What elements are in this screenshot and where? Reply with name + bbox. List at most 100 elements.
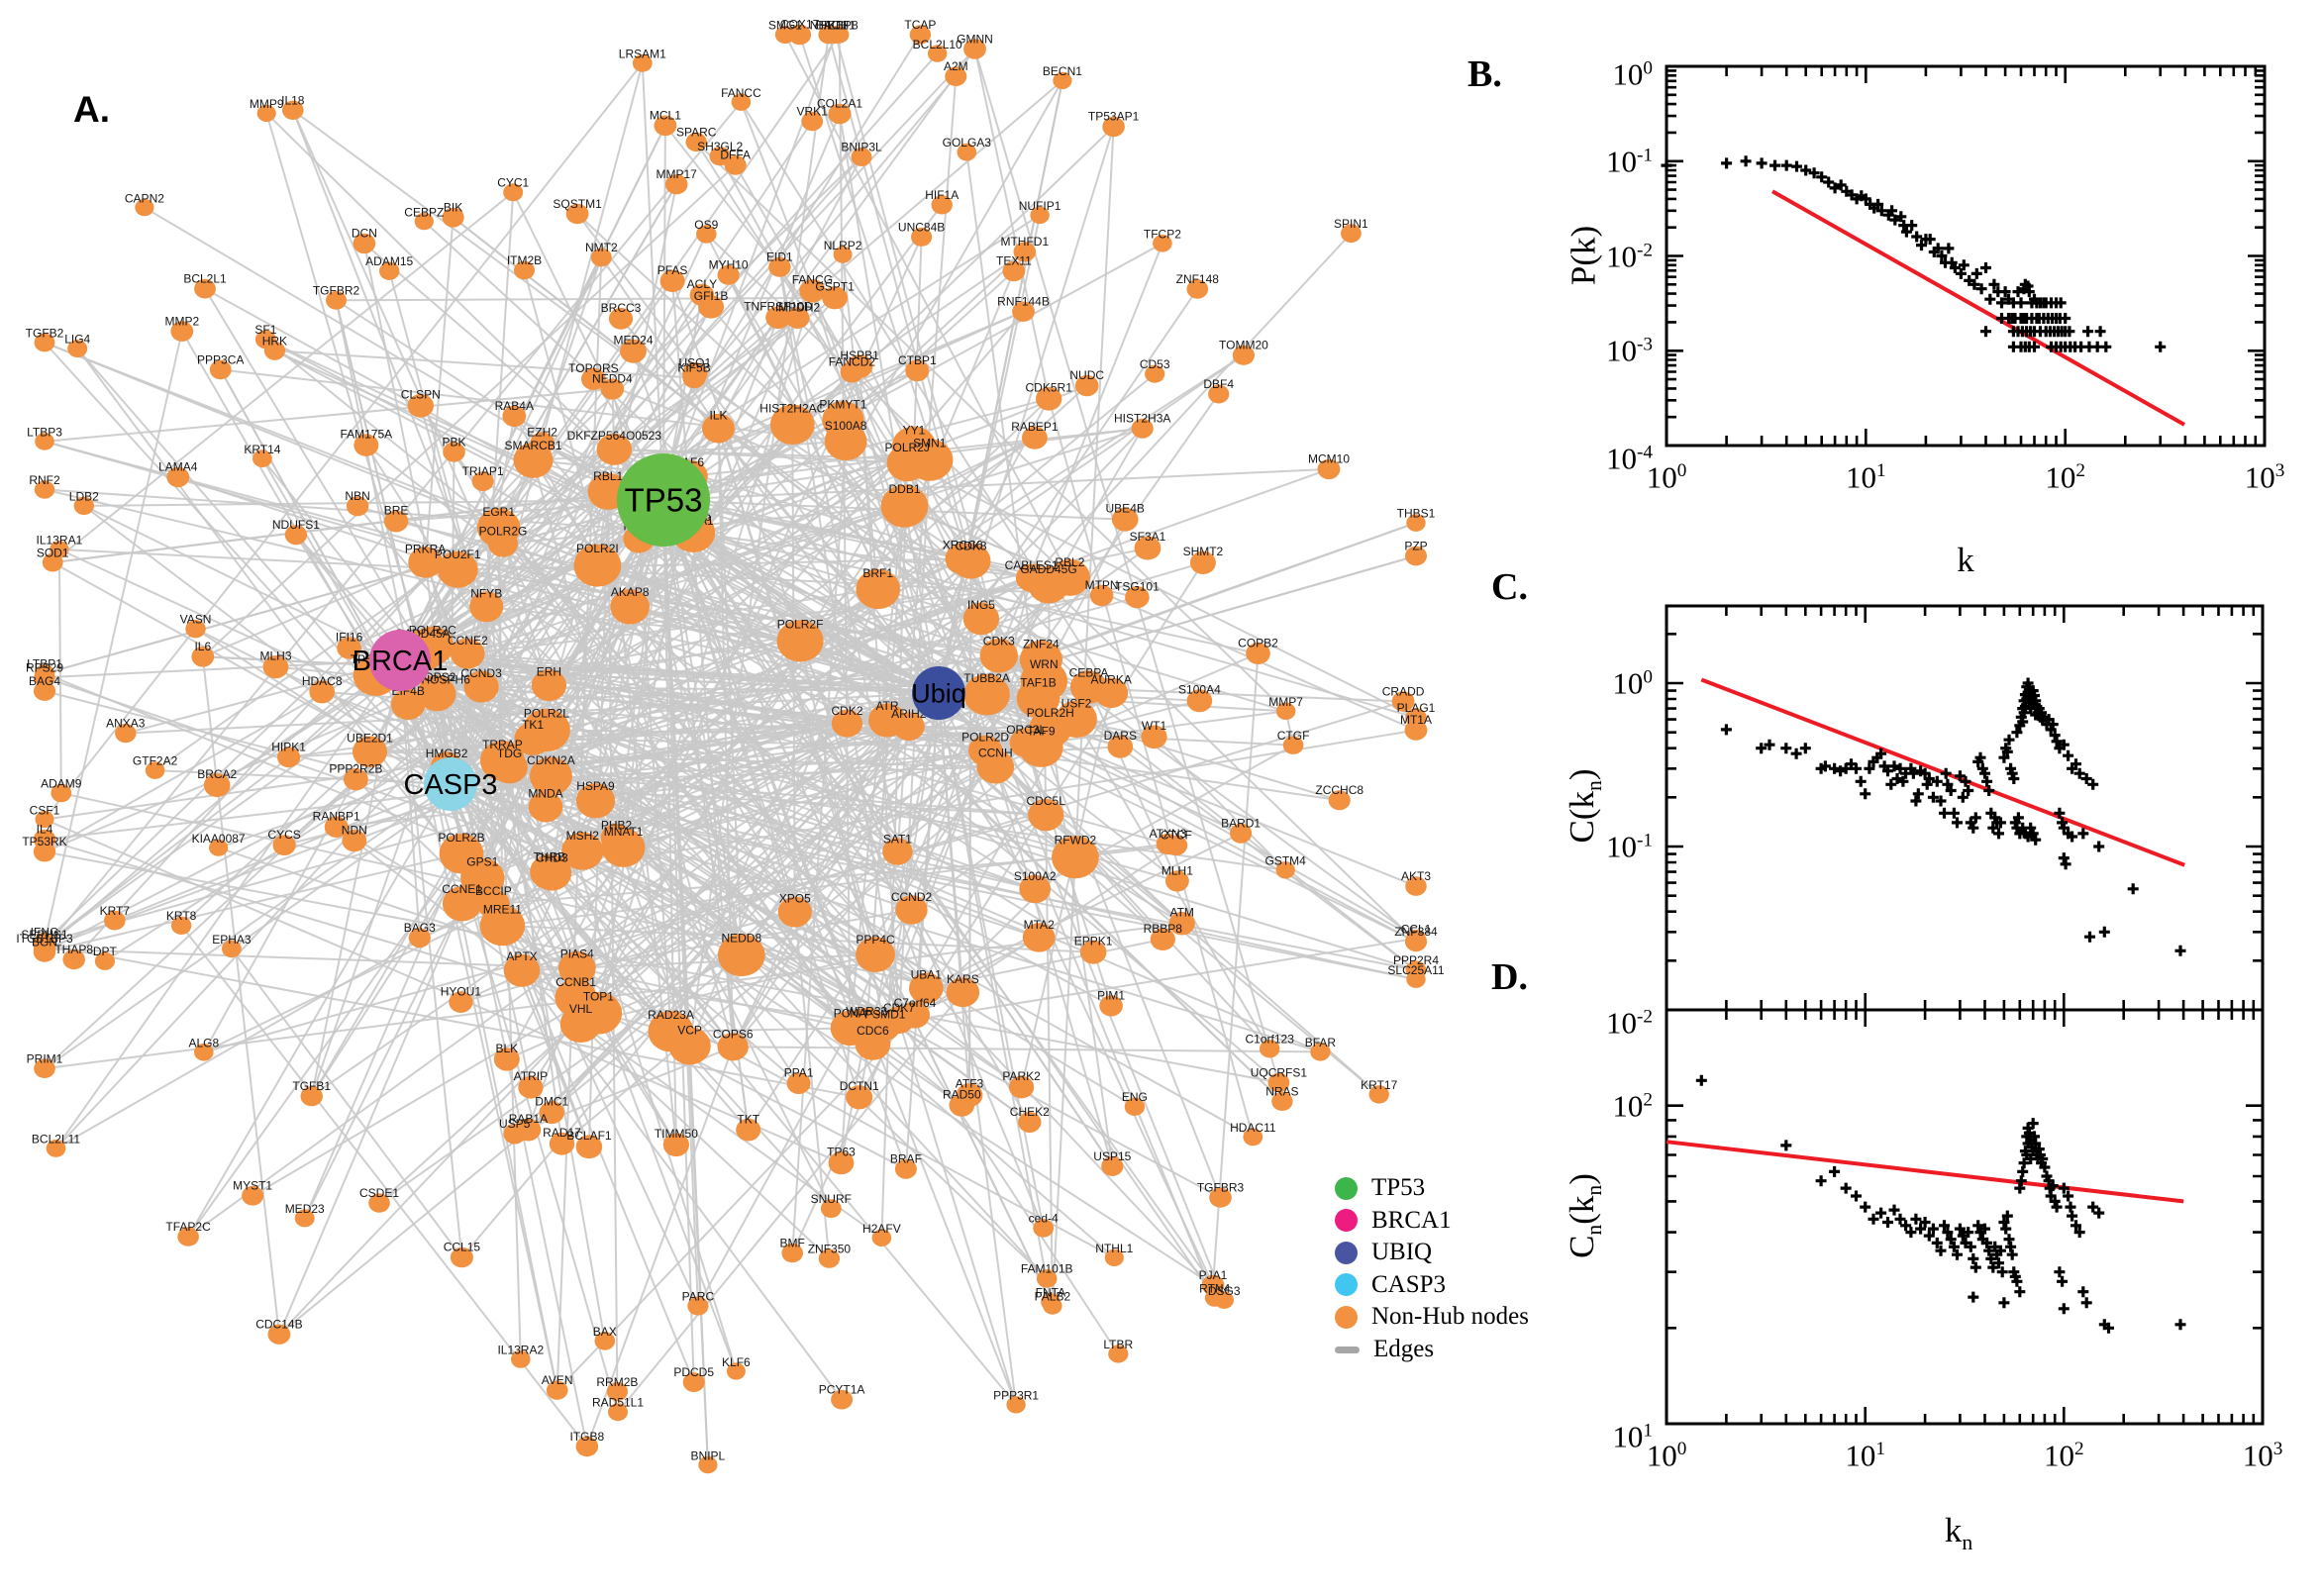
edge [914, 1014, 1279, 1084]
legend-color-dot [1335, 1305, 1358, 1329]
legend-item-label: Non-Hub nodes [1371, 1303, 1530, 1331]
network-node-label: NEDD8 [721, 932, 761, 946]
network-node-label: RABEP1 [1011, 420, 1059, 434]
legend-item: UBIQ [1335, 1237, 1529, 1269]
network-node-label: GSPT1 [815, 280, 855, 294]
network-node-label: ORC3L [1006, 723, 1046, 737]
network-node [573, 544, 622, 587]
network-node [451, 638, 485, 669]
network-node-label: HIF1A [925, 188, 959, 202]
network-node-label: MNAT1 [604, 825, 644, 839]
network-node-label: USP5 [499, 1117, 531, 1131]
network-node-label: BIK [444, 201, 462, 215]
network-node-label: MMP9 [250, 97, 284, 111]
hub-node-brca1 [369, 630, 431, 691]
network-node-label: POLR2D [961, 731, 1009, 745]
network-node-label: THRB [533, 850, 565, 864]
network-node [1201, 1274, 1225, 1296]
network-node-label: OS9 [694, 218, 718, 232]
network-node-label: ATXN3 [1150, 827, 1187, 841]
network-node-label: PJA1 [1199, 1268, 1228, 1282]
edge [550, 775, 738, 1372]
network-node [1019, 874, 1052, 904]
network-node [717, 1033, 749, 1061]
network-node-label: PHB2 [601, 819, 633, 833]
edge [662, 499, 1054, 1307]
axis-ticks [1665, 64, 2267, 448]
network-node [515, 1118, 542, 1142]
network-node-label: LDB2 [69, 489, 99, 503]
network-node [1009, 1075, 1035, 1099]
network-node-label: MMP17 [656, 167, 698, 181]
network-node [379, 261, 400, 280]
network-node [1208, 384, 1230, 404]
network-node [518, 1075, 544, 1099]
network-node [476, 508, 521, 548]
network-node [1186, 279, 1209, 299]
network-node [1016, 678, 1060, 719]
edge [187, 783, 452, 1238]
edge [44, 155, 862, 944]
network-node [530, 432, 555, 454]
network-node-labels: CDK2 CCNE1 CCNE2 UBA1 PCNA CCND3 NEDD8 KARS ERH C… [16, 18, 1445, 1463]
network-node-label: YY1 [903, 423, 926, 437]
edge [938, 692, 970, 1096]
network-node-label: IFI16 [336, 631, 363, 645]
network-node-label: ATR [875, 699, 898, 713]
network-node [765, 306, 791, 330]
edge [72, 459, 535, 960]
network-node [145, 761, 165, 779]
y-tick-label: 10-1 [1606, 144, 1653, 179]
edge [261, 457, 452, 785]
edge [399, 48, 976, 661]
edge [549, 729, 1417, 873]
network-node [1036, 386, 1062, 411]
edge [617, 991, 964, 1413]
network-node [559, 1005, 602, 1043]
network-edges [44, 34, 1417, 1465]
edge [450, 388, 614, 785]
edge [44, 388, 613, 443]
edge [450, 467, 1330, 785]
network-node [818, 1248, 841, 1268]
network-node [654, 115, 677, 137]
scatter-points [1661, 155, 2167, 352]
network-node-label: CDKN2A [527, 753, 575, 767]
x-tick-label: 103 [2244, 459, 2285, 495]
network-node-label: NEDD4 [592, 372, 633, 386]
edge [662, 499, 1070, 579]
network-node-label: SH3GL2 [697, 140, 743, 153]
network-node [191, 647, 215, 667]
network-node-label: PRIM1 [27, 1051, 63, 1065]
network-node-label: RTN4 [1199, 1282, 1230, 1296]
network-node [610, 589, 650, 625]
network-node-label: MED24 [613, 333, 653, 347]
edge [450, 783, 1417, 981]
network-node [34, 333, 55, 352]
network-node [222, 940, 242, 958]
network-node-label: GTF2A2 [133, 754, 178, 768]
scatter-plots [1661, 64, 2267, 1426]
network-node [1094, 677, 1129, 709]
network-node [73, 496, 95, 516]
network-node-label: PIAS4 [560, 947, 594, 960]
x-tick-label: 102 [2045, 459, 2085, 495]
edge [600, 256, 1037, 890]
network-node-label: WRN [1030, 657, 1059, 671]
network-node [689, 283, 715, 306]
network-node-label: CCL1 [1401, 922, 1432, 936]
network-node [648, 1011, 694, 1052]
network-node-label: HYOU1 [441, 984, 482, 998]
plot-frame [1665, 604, 2265, 1012]
network-node-label: TNFRSF10D [744, 300, 813, 314]
network-node [1232, 345, 1255, 365]
edge [292, 109, 1417, 940]
network-node [1368, 1085, 1389, 1104]
network-node-label: BAG3 [404, 921, 436, 935]
edge [733, 1046, 1321, 1053]
network-node-label: BNIP3L [841, 141, 882, 154]
edge [556, 256, 603, 1391]
network-node-label: MMP2 [164, 314, 199, 328]
edge [662, 499, 743, 955]
network-node-label: LTBR [1103, 1338, 1133, 1351]
